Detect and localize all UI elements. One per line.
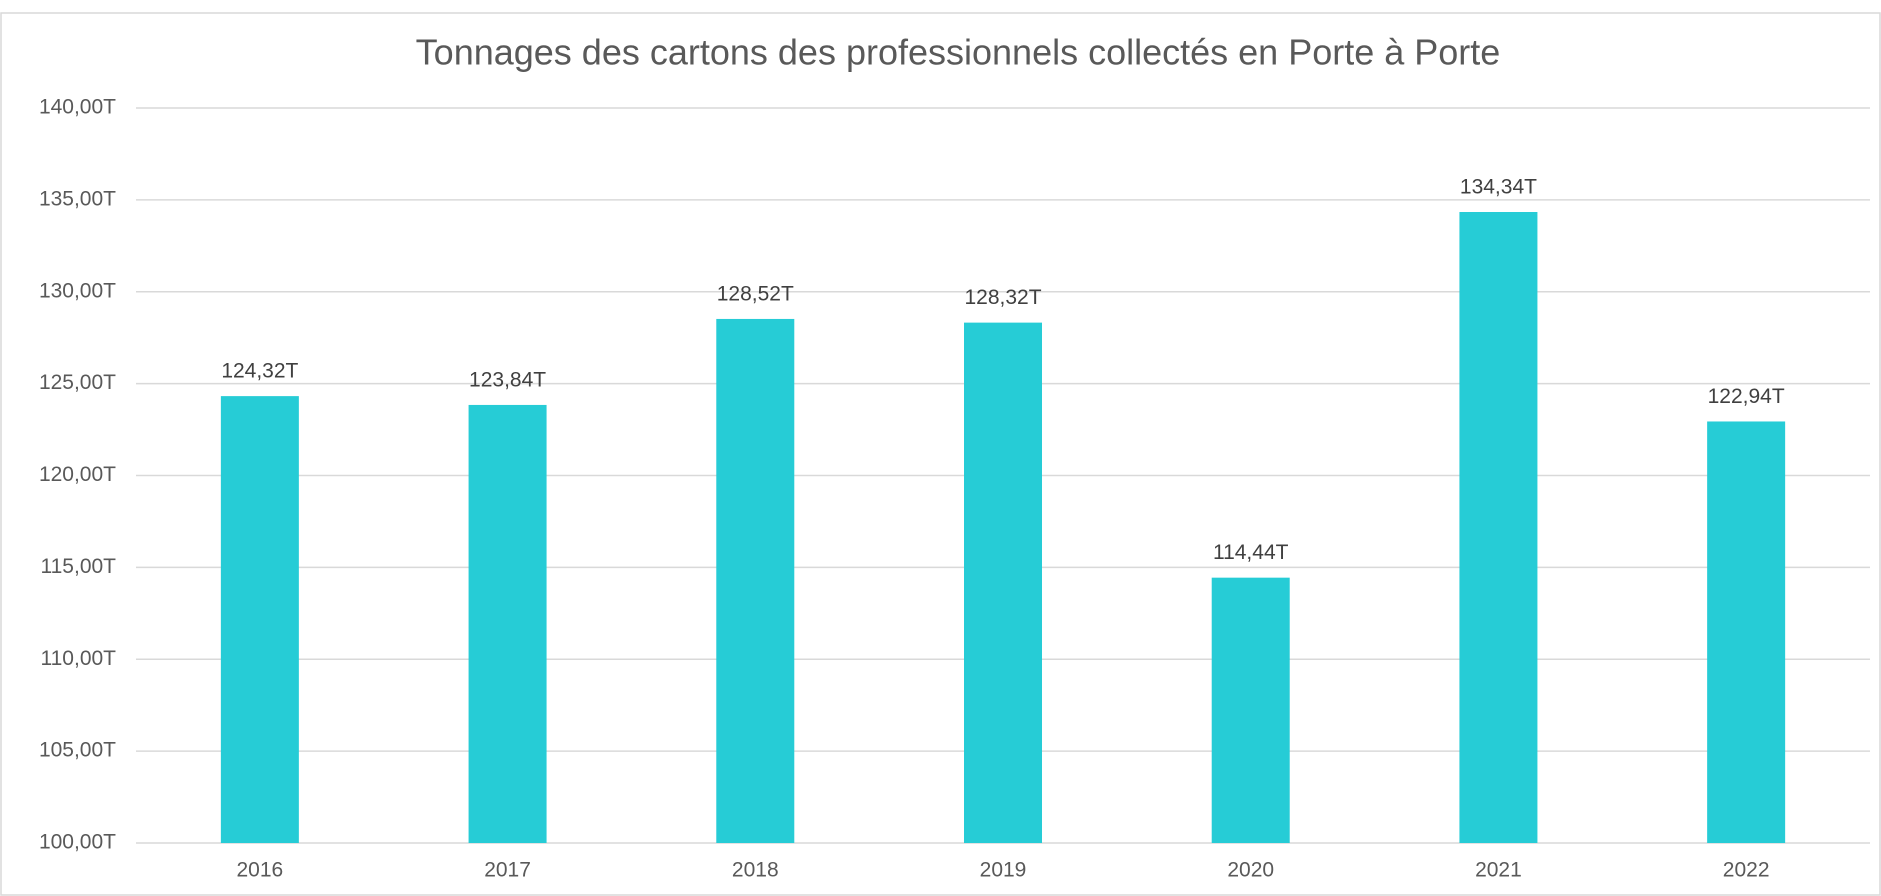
data-label: 128,52T [717,282,794,305]
data-label: 114,44T [1213,541,1289,564]
bar [716,318,795,843]
x-tick-label: 2022 [1723,859,1770,882]
chart-border [0,12,1881,896]
bar [468,404,547,843]
x-tick-label: 2016 [236,859,283,882]
x-tick-label: 2018 [732,859,779,882]
y-tick-label: 100,00T [39,831,116,854]
data-label: 123,84T [469,368,546,391]
bar [964,322,1042,843]
y-tick-label: 110,00T [41,647,117,670]
x-tick-label: 2017 [484,859,531,882]
data-label: 124,32T [221,360,298,383]
data-label: 122,94T [1708,385,1785,408]
y-tick-label: 115,00T [41,555,117,578]
y-tick-label: 135,00T [39,187,116,210]
y-tick-label: 140,00T [39,96,116,119]
y-tick-label: 120,00T [39,463,116,486]
x-tick-label: 2021 [1475,859,1522,882]
bar [220,396,299,843]
y-tick-label: 105,00T [39,739,116,762]
bar [1211,577,1290,843]
y-tick-label: 130,00T [39,279,116,302]
bar [1459,212,1538,843]
x-tick-label: 2020 [1227,859,1274,882]
x-tick-label: 2019 [980,859,1027,882]
data-label: 134,34T [1460,176,1537,199]
chart-title: Tonnages des cartons des professionnels … [416,32,1501,73]
y-tick-label: 125,00T [39,371,116,394]
data-label: 128,32T [964,286,1041,309]
bar [1707,421,1786,843]
